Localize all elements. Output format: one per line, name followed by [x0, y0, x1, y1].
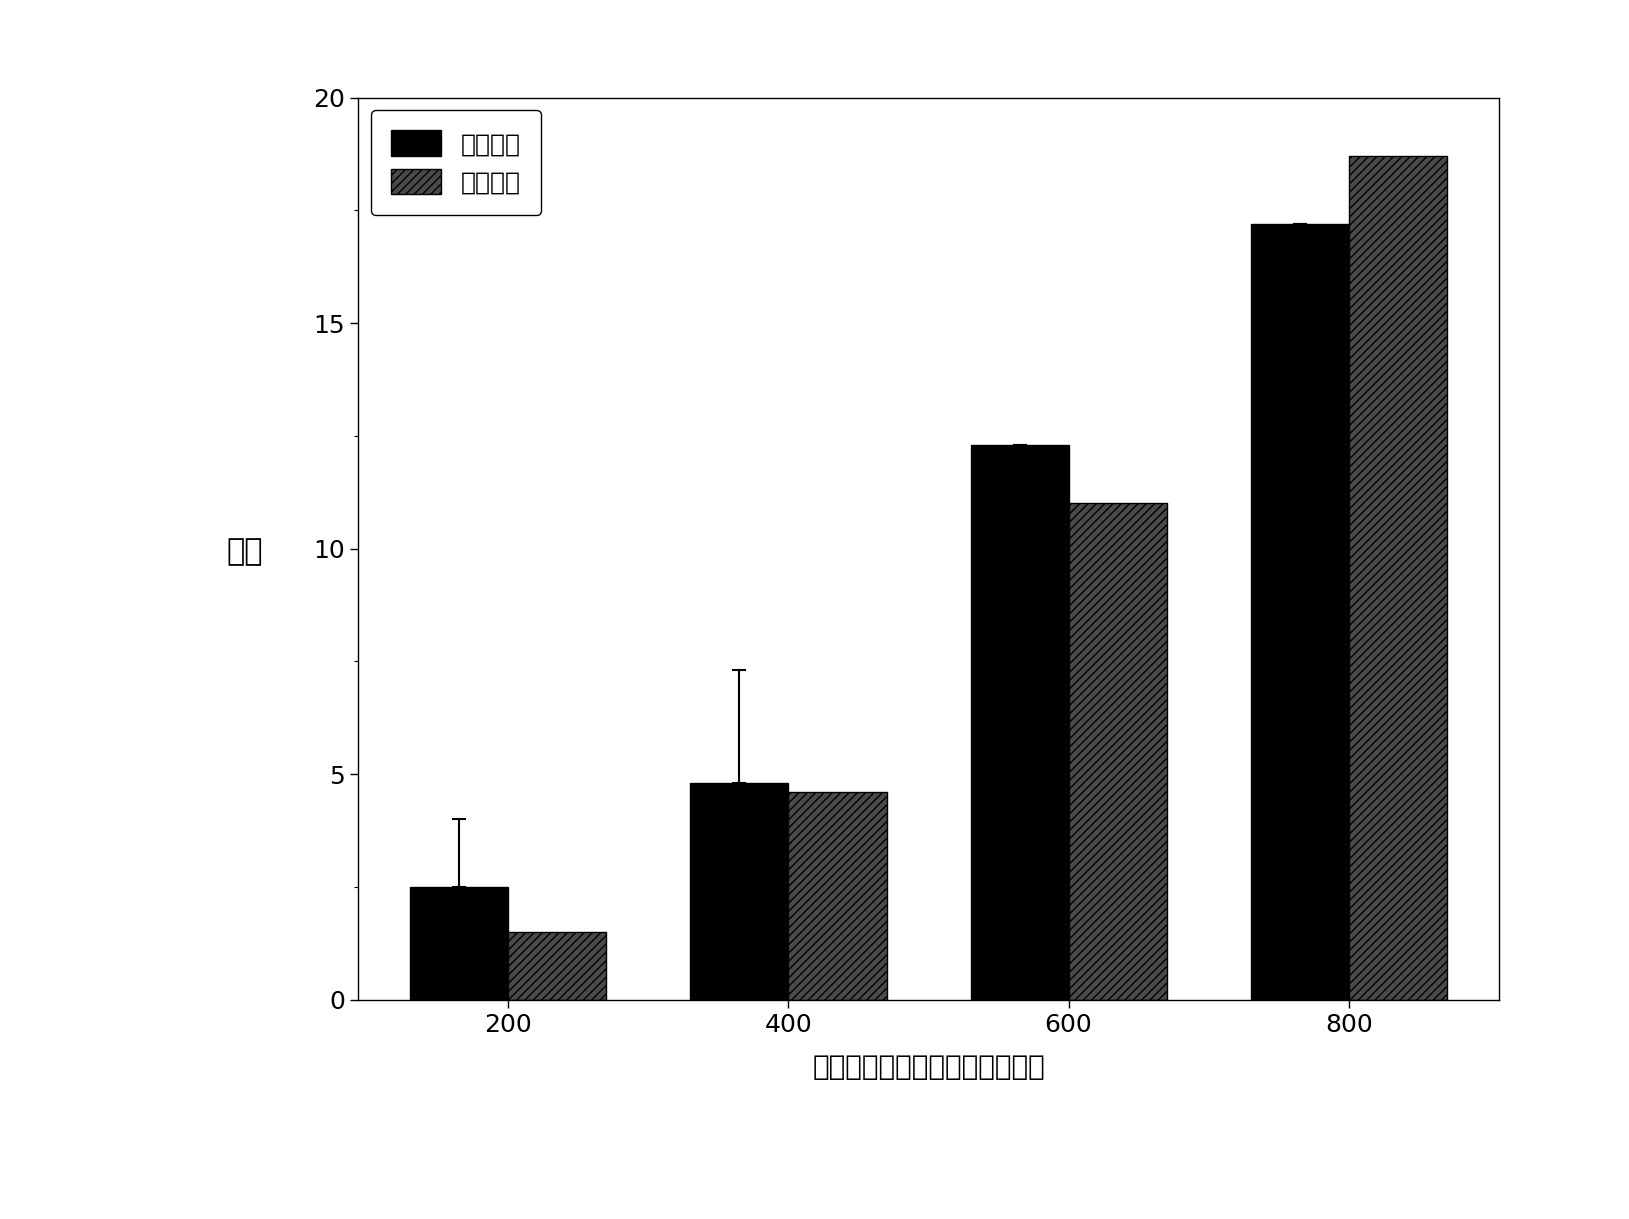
Y-axis label: 个数: 个数 — [226, 538, 262, 567]
Bar — [691, 783, 788, 1000]
X-axis label: 液体吸收腔室边长（平方微米）: 液体吸收腔室边长（平方微米） — [813, 1053, 1044, 1081]
Bar — [1069, 503, 1166, 1000]
Bar — [1251, 224, 1349, 1000]
Bar — [508, 931, 606, 1000]
Bar — [971, 445, 1069, 1000]
Legend: 实验数值, 理论数值: 实验数值, 理论数值 — [371, 110, 541, 215]
Bar — [411, 886, 508, 1000]
Bar — [1349, 156, 1447, 1000]
Bar — [788, 792, 886, 1000]
